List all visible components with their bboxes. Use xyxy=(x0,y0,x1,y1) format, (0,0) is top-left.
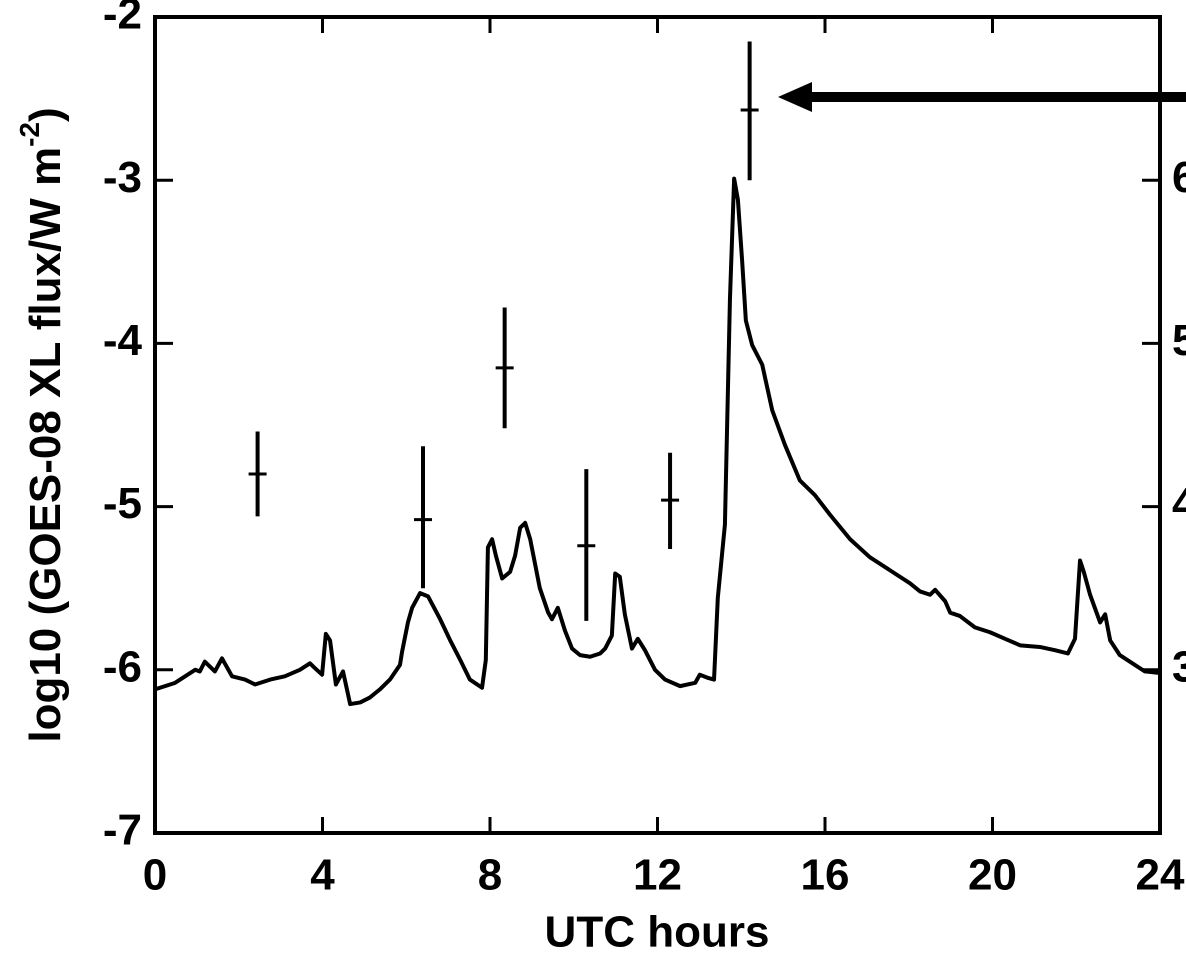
y-tick-label: -5 xyxy=(103,479,142,528)
x-tick-label: 12 xyxy=(633,851,682,900)
y-axis-label: log10 (GOES-08 XL flux/W m-2) xyxy=(14,107,69,742)
y2-tick-label: 6 xyxy=(1172,153,1186,202)
y-axis-label-text: log10 (GOES-08 XL flux/W m xyxy=(21,147,70,743)
x-tick-label: 16 xyxy=(801,851,850,900)
flux-line xyxy=(154,176,1161,707)
y2-tick-label: 4 xyxy=(1172,479,1186,528)
x-tick-label: 20 xyxy=(968,851,1017,900)
arrow-head xyxy=(778,82,812,112)
y2-tick-label: 3 xyxy=(1172,642,1186,691)
y-tick-label: -6 xyxy=(103,642,142,691)
y2-tick-label: 5 xyxy=(1172,316,1186,365)
y-tick-label: -2 xyxy=(103,0,142,39)
y-tick-label: -4 xyxy=(103,316,143,365)
plot-frame xyxy=(153,15,1162,835)
x-tick-label: 24 xyxy=(1136,851,1185,900)
x-tick-label: 8 xyxy=(478,851,502,900)
y-tick-label: -3 xyxy=(103,153,142,202)
y-axis-label-superscript: -2 xyxy=(14,122,45,147)
y-axis-label-close: ) xyxy=(21,107,70,122)
x-axis-label: UTC hours xyxy=(545,908,770,957)
y-tick-label: -7 xyxy=(103,806,142,855)
x-tick-label: 4 xyxy=(310,851,335,900)
annotation-arrow xyxy=(778,82,1186,112)
x-tick-label: 0 xyxy=(143,851,167,900)
